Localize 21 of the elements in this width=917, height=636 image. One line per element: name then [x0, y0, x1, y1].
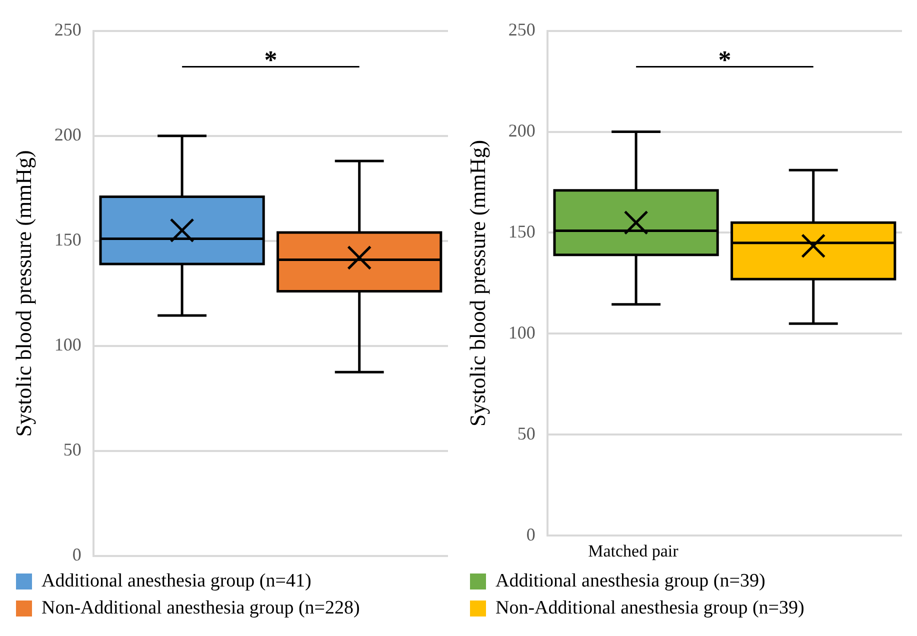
y-tick-label: 150 — [54, 230, 82, 250]
y-tick-label: 50 — [63, 440, 82, 460]
annotation: * — [718, 46, 732, 75]
annotation: * — [264, 46, 278, 75]
y-tick-label: 250 — [508, 20, 536, 40]
y-tick-label: 200 — [508, 120, 536, 140]
y-tick-label: 150 — [508, 221, 536, 242]
y-tick-label: 100 — [508, 322, 536, 342]
y-tick-label: 200 — [54, 124, 82, 145]
y-tick-label: 250 — [54, 20, 82, 40]
legend-label: Non-Additional anesthesia group (n=228) — [42, 597, 360, 618]
y-tick-label: 50 — [517, 423, 536, 444]
legend-label: Additional anesthesia group (n=41) — [42, 570, 312, 592]
y-tick-label: 100 — [54, 334, 82, 355]
legend-title: Matched pair — [588, 542, 679, 561]
legend-label: Additional anesthesia group (n=39) — [496, 570, 766, 592]
y-tick-label: 0 — [526, 524, 536, 544]
y-axis-title: Systolic blood pressure (mmHg) — [464, 140, 490, 426]
legend-label: Non-Additional anesthesia group (n=39) — [496, 597, 804, 618]
y-axis-title: Systolic blood pressure (mmHg) — [10, 150, 36, 437]
y-tick-label: 0 — [72, 544, 82, 565]
